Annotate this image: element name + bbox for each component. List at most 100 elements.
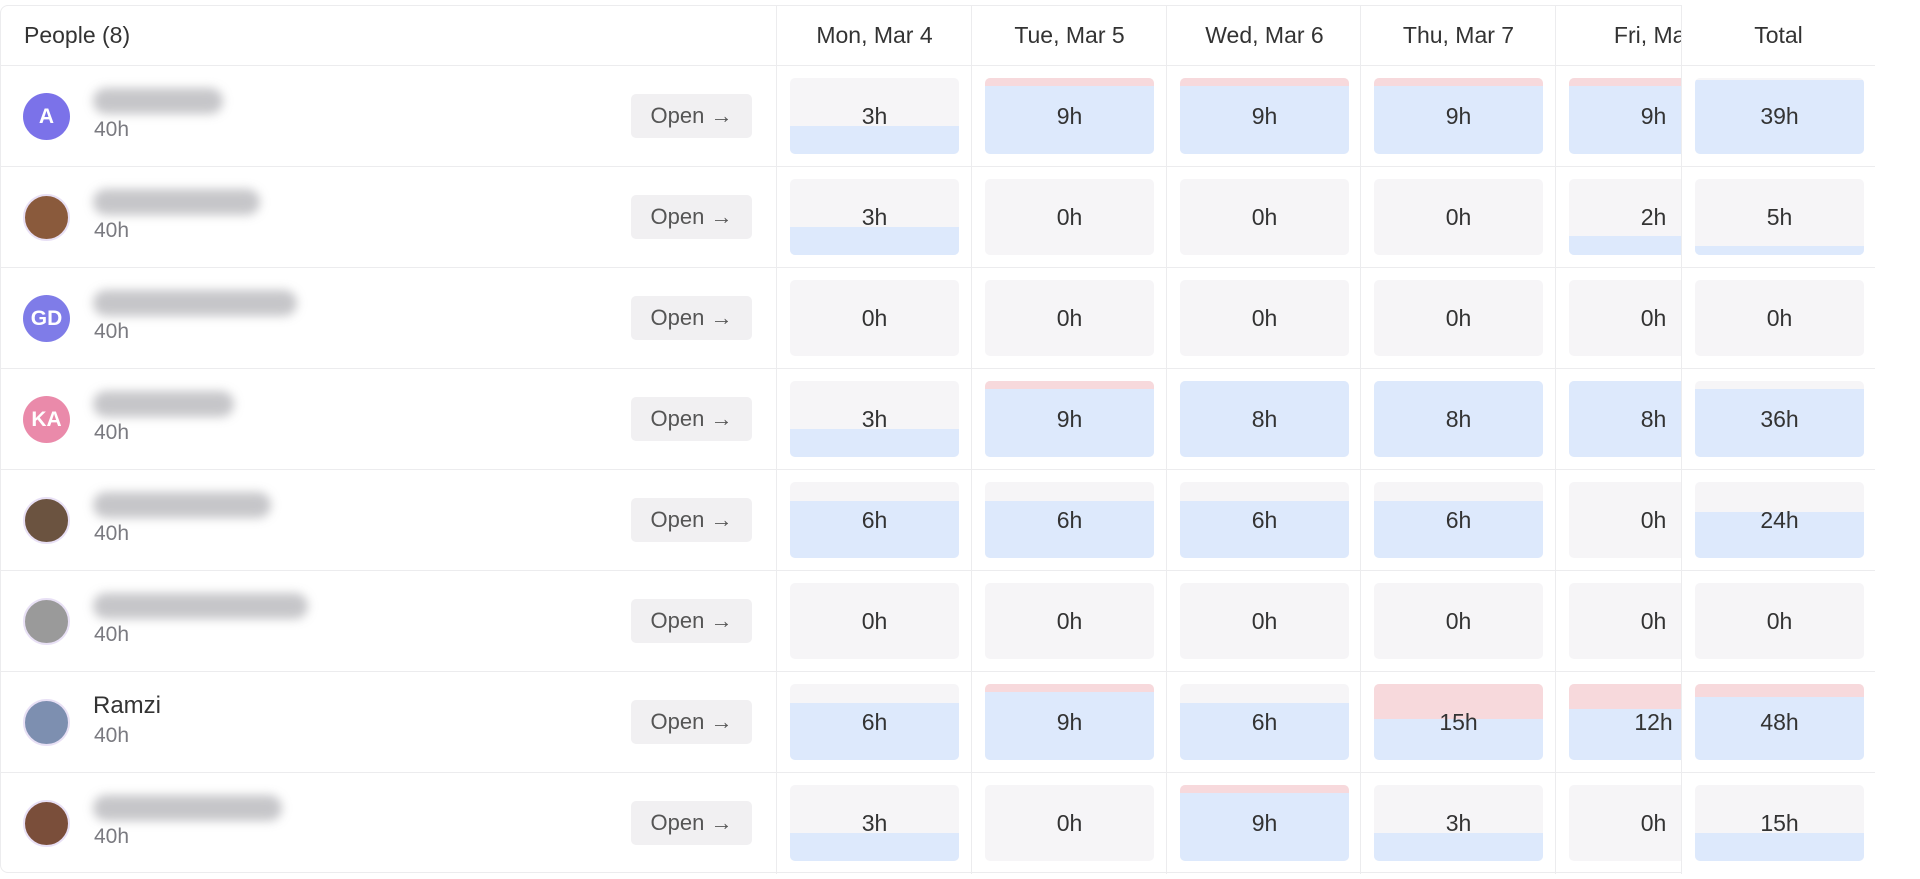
hours-label: 0h [1640,809,1667,836]
hours-label: 0h [1056,607,1083,634]
total-label: 36h [1760,405,1799,432]
hours-label: 3h [1445,809,1472,836]
blurred-name [93,391,234,417]
hours-bar [1180,501,1349,558]
hours-cell: 0h [1569,482,1681,558]
hours-cell: 0h [985,179,1154,255]
hours-label: 9h [1056,405,1083,432]
day-cell: 9h [1555,66,1681,167]
day-cell: 0h [1166,268,1360,369]
open-button[interactable]: Open → [631,94,752,138]
open-button[interactable]: Open → [631,700,752,744]
day-cell: 0h [971,268,1166,369]
hours-bar [985,389,1154,457]
capacity: 40h [94,118,130,141]
open-button[interactable]: Open → [631,498,752,542]
person-row: KA 40h Open → 3h 9h 8h 8h 8h 36h [0,368,1875,470]
hours-label: 0h [1445,203,1472,230]
hours-cell: 0h [790,583,959,659]
day-cell: 3h [776,773,971,874]
person-row: 40h Open → 3h 0h 0h 0h 2h 5h [0,166,1875,268]
open-button[interactable]: Open → [631,397,752,441]
day-column-header: Fri, Mar [1555,5,1681,65]
open-button[interactable]: Open → [631,296,752,340]
hours-cell: 6h [790,482,959,558]
hours-label: 6h [861,506,888,533]
avatar [23,497,70,544]
capacity: 40h [94,724,130,747]
hours-label: 0h [1251,607,1278,634]
day-cell: 9h [1166,773,1360,874]
total-label: 39h [1760,102,1799,129]
open-button[interactable]: Open → [631,801,752,845]
day-cell: 6h [971,470,1166,571]
total-label: 0h [1766,607,1793,634]
total-column: 5h [1681,167,1875,268]
day-cell: 3h [1360,773,1555,874]
day-cell: 8h [1360,369,1555,470]
hours-cell: 3h [790,785,959,861]
hours-cell: 6h [1180,684,1349,760]
hours-cell: 3h [790,179,959,255]
day-cell: 8h [1555,369,1681,470]
avatar [23,598,70,645]
hours-bar [985,692,1154,760]
hours-bar [1695,245,1864,255]
day-cell: 0h [1360,571,1555,672]
hours-label: 9h [1251,809,1278,836]
total-column: 48h [1681,672,1875,773]
hours-bar [1180,793,1349,861]
total-label: 24h [1760,506,1799,533]
hours-cell: 9h [1180,785,1349,861]
total-column: 24h [1681,470,1875,571]
total-label: 5h [1766,203,1793,230]
total-header: Total [1681,5,1875,65]
hours-label: 0h [1251,304,1278,331]
hours-cell: 12h [1569,684,1681,760]
day-label: Tue, Mar 5 [1014,21,1125,48]
person-row: 40h Open → 0h 0h 0h 0h 0h 0h [0,570,1875,672]
people-header: People (8) [24,21,131,48]
day-cell: 6h [1166,672,1360,773]
total-column: 36h [1681,369,1875,470]
total-label: 0h [1766,304,1793,331]
open-button[interactable]: Open → [631,599,752,643]
hours-bar [1695,832,1864,861]
hours-label: 0h [1056,203,1083,230]
hours-label: 0h [1640,506,1667,533]
hours-label: 0h [1445,304,1472,331]
total-column: 15h [1681,773,1875,874]
blurred-name [93,189,260,215]
blurred-name [93,290,297,316]
avatar [23,800,70,847]
hours-bar [985,501,1154,558]
overflow-bar [1569,684,1681,710]
capacity: 40h [94,522,130,545]
day-cell: 0h [1360,167,1555,268]
hours-cell: 8h [1569,381,1681,457]
open-button[interactable]: Open → [631,195,752,239]
hours-cell: 0h [1180,179,1349,255]
hours-cell: 0h [1180,280,1349,356]
day-cell: 2h [1555,167,1681,268]
hours-label: 15h [1439,708,1478,735]
day-cell: 0h [776,268,971,369]
total-cell: 48h [1695,684,1864,760]
hours-label: 0h [861,607,888,634]
hours-label: 9h [1056,102,1083,129]
hours-label: 2h [1640,203,1667,230]
total-cell: 0h [1695,583,1864,659]
day-cell: 0h [971,571,1166,672]
hours-label: 3h [861,809,888,836]
day-column-header: Wed, Mar 6 [1166,5,1360,65]
hours-bar [1695,512,1864,558]
total-cell: 24h [1695,482,1864,558]
day-label: Fri, Mar [1613,21,1681,48]
total-column: 39h [1681,66,1875,167]
day-cell: 9h [971,66,1166,167]
hours-cell: 6h [1180,482,1349,558]
hours-bar [1569,381,1681,457]
overflow-bar [1180,78,1349,87]
hours-bar [790,703,959,760]
total-column: 0h [1681,571,1875,672]
